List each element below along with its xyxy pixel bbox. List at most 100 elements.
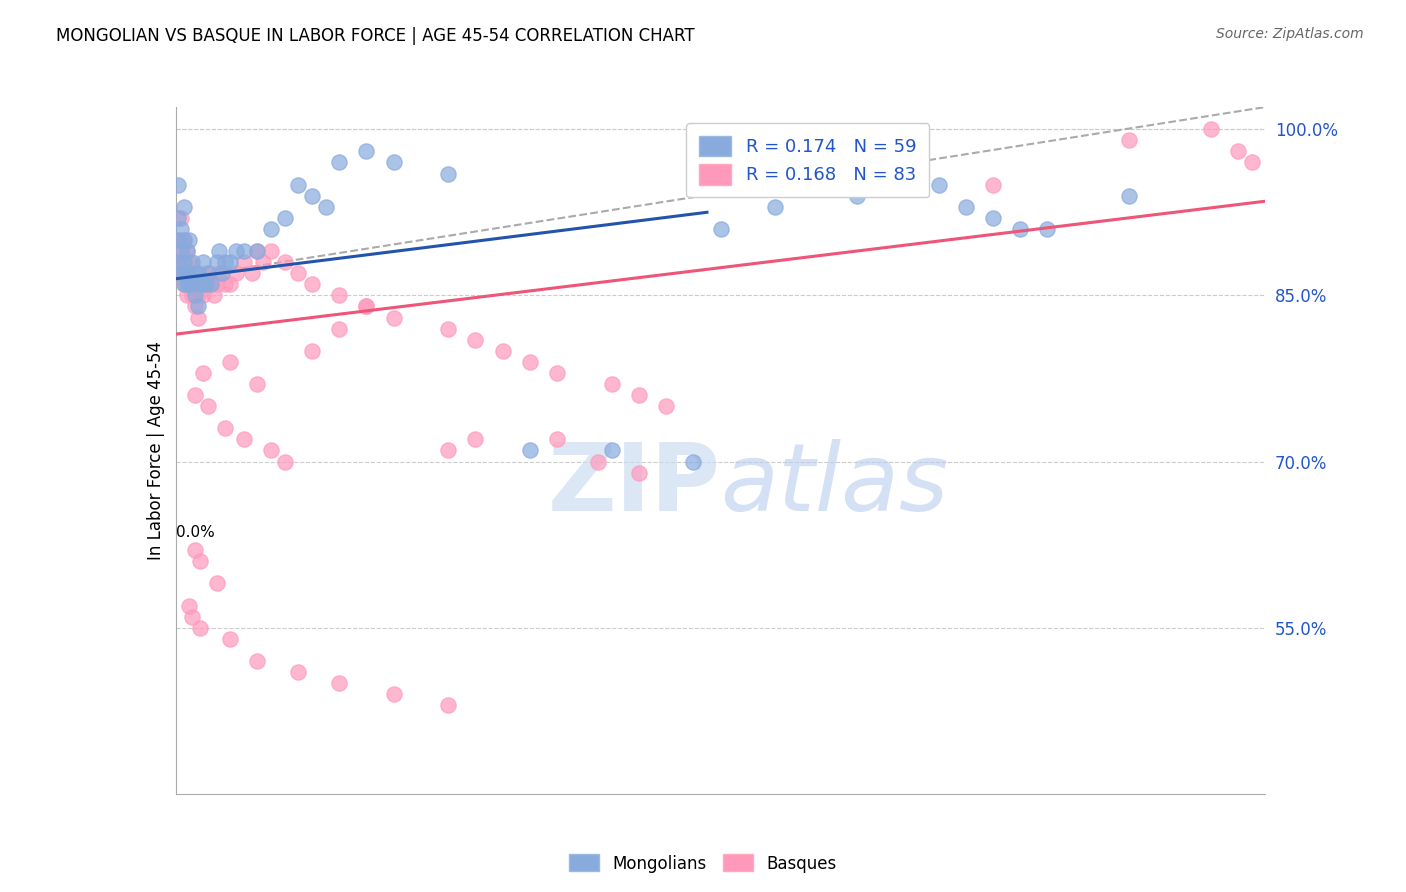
Point [167,178,190,192]
Point [179,266,201,280]
Point [211,266,233,280]
Point [186,300,209,314]
Point [225,266,247,280]
Text: atlas: atlas [721,439,949,531]
Point [188,277,211,292]
Point [600,443,623,458]
Point [763,200,786,214]
Text: Source: ZipAtlas.com: Source: ZipAtlas.com [1216,27,1364,41]
Point [186,310,209,325]
Point [246,244,269,258]
Point [382,310,405,325]
Point [188,554,211,568]
Legend: R = 0.174   N = 59, R = 0.168   N = 83: R = 0.174 N = 59, R = 0.168 N = 83 [686,123,929,197]
Point [356,300,378,314]
Point [167,255,190,269]
Point [188,277,211,292]
Point [191,366,214,380]
Point [356,300,378,314]
Point [184,288,207,302]
Point [176,266,198,280]
Point [173,255,195,269]
Point [173,233,195,247]
Point [173,255,195,269]
Point [1240,155,1263,169]
Point [186,266,209,280]
Point [176,244,198,258]
Point [184,388,207,402]
Point [186,288,209,302]
Point [205,277,228,292]
Point [205,576,228,591]
Legend: Mongolians, Basques: Mongolians, Basques [562,847,844,880]
Point [260,244,283,258]
Point [191,277,214,292]
Point [356,145,378,159]
Point [232,244,254,258]
Point [184,300,207,314]
Point [197,266,219,280]
Text: ZIP: ZIP [548,439,721,531]
Point [173,266,195,280]
Point [260,443,283,458]
Point [274,211,297,225]
Point [315,200,337,214]
Point [519,355,541,369]
Point [1036,222,1059,236]
Point [328,155,350,169]
Text: 0.0%: 0.0% [176,524,215,540]
Point [301,188,323,202]
Point [184,277,207,292]
Point [179,277,201,292]
Point [287,266,309,280]
Point [191,255,214,269]
Point [205,255,228,269]
Point [188,621,211,635]
Point [181,609,204,624]
Point [179,277,201,292]
Point [627,388,650,402]
Point [200,277,222,292]
Point [191,288,214,302]
Point [464,433,486,447]
Point [464,333,486,347]
Point [219,355,242,369]
Point [167,233,190,247]
Point [208,244,231,258]
Point [246,376,269,391]
Point [928,178,950,192]
Point [173,200,195,214]
Point [176,288,198,302]
Y-axis label: In Labor Force | Age 45-54: In Labor Force | Age 45-54 [146,341,165,560]
Point [179,599,201,613]
Point [328,676,350,690]
Point [437,443,460,458]
Point [710,222,733,236]
Point [202,288,225,302]
Point [173,233,195,247]
Point [1010,222,1032,236]
Point [586,454,609,468]
Point [176,244,198,258]
Point [600,376,623,391]
Point [627,466,650,480]
Point [214,277,236,292]
Point [328,288,350,302]
Point [208,266,231,280]
Point [194,277,217,292]
Point [492,343,515,358]
Point [219,632,242,646]
Point [181,266,204,280]
Point [1227,145,1250,159]
Point [1118,188,1140,202]
Point [1118,133,1140,147]
Point [382,687,405,701]
Point [214,421,236,435]
Point [519,443,541,458]
Point [287,178,309,192]
Point [274,255,297,269]
Point [184,266,207,280]
Point [197,266,219,280]
Point [546,433,568,447]
Point [437,167,460,181]
